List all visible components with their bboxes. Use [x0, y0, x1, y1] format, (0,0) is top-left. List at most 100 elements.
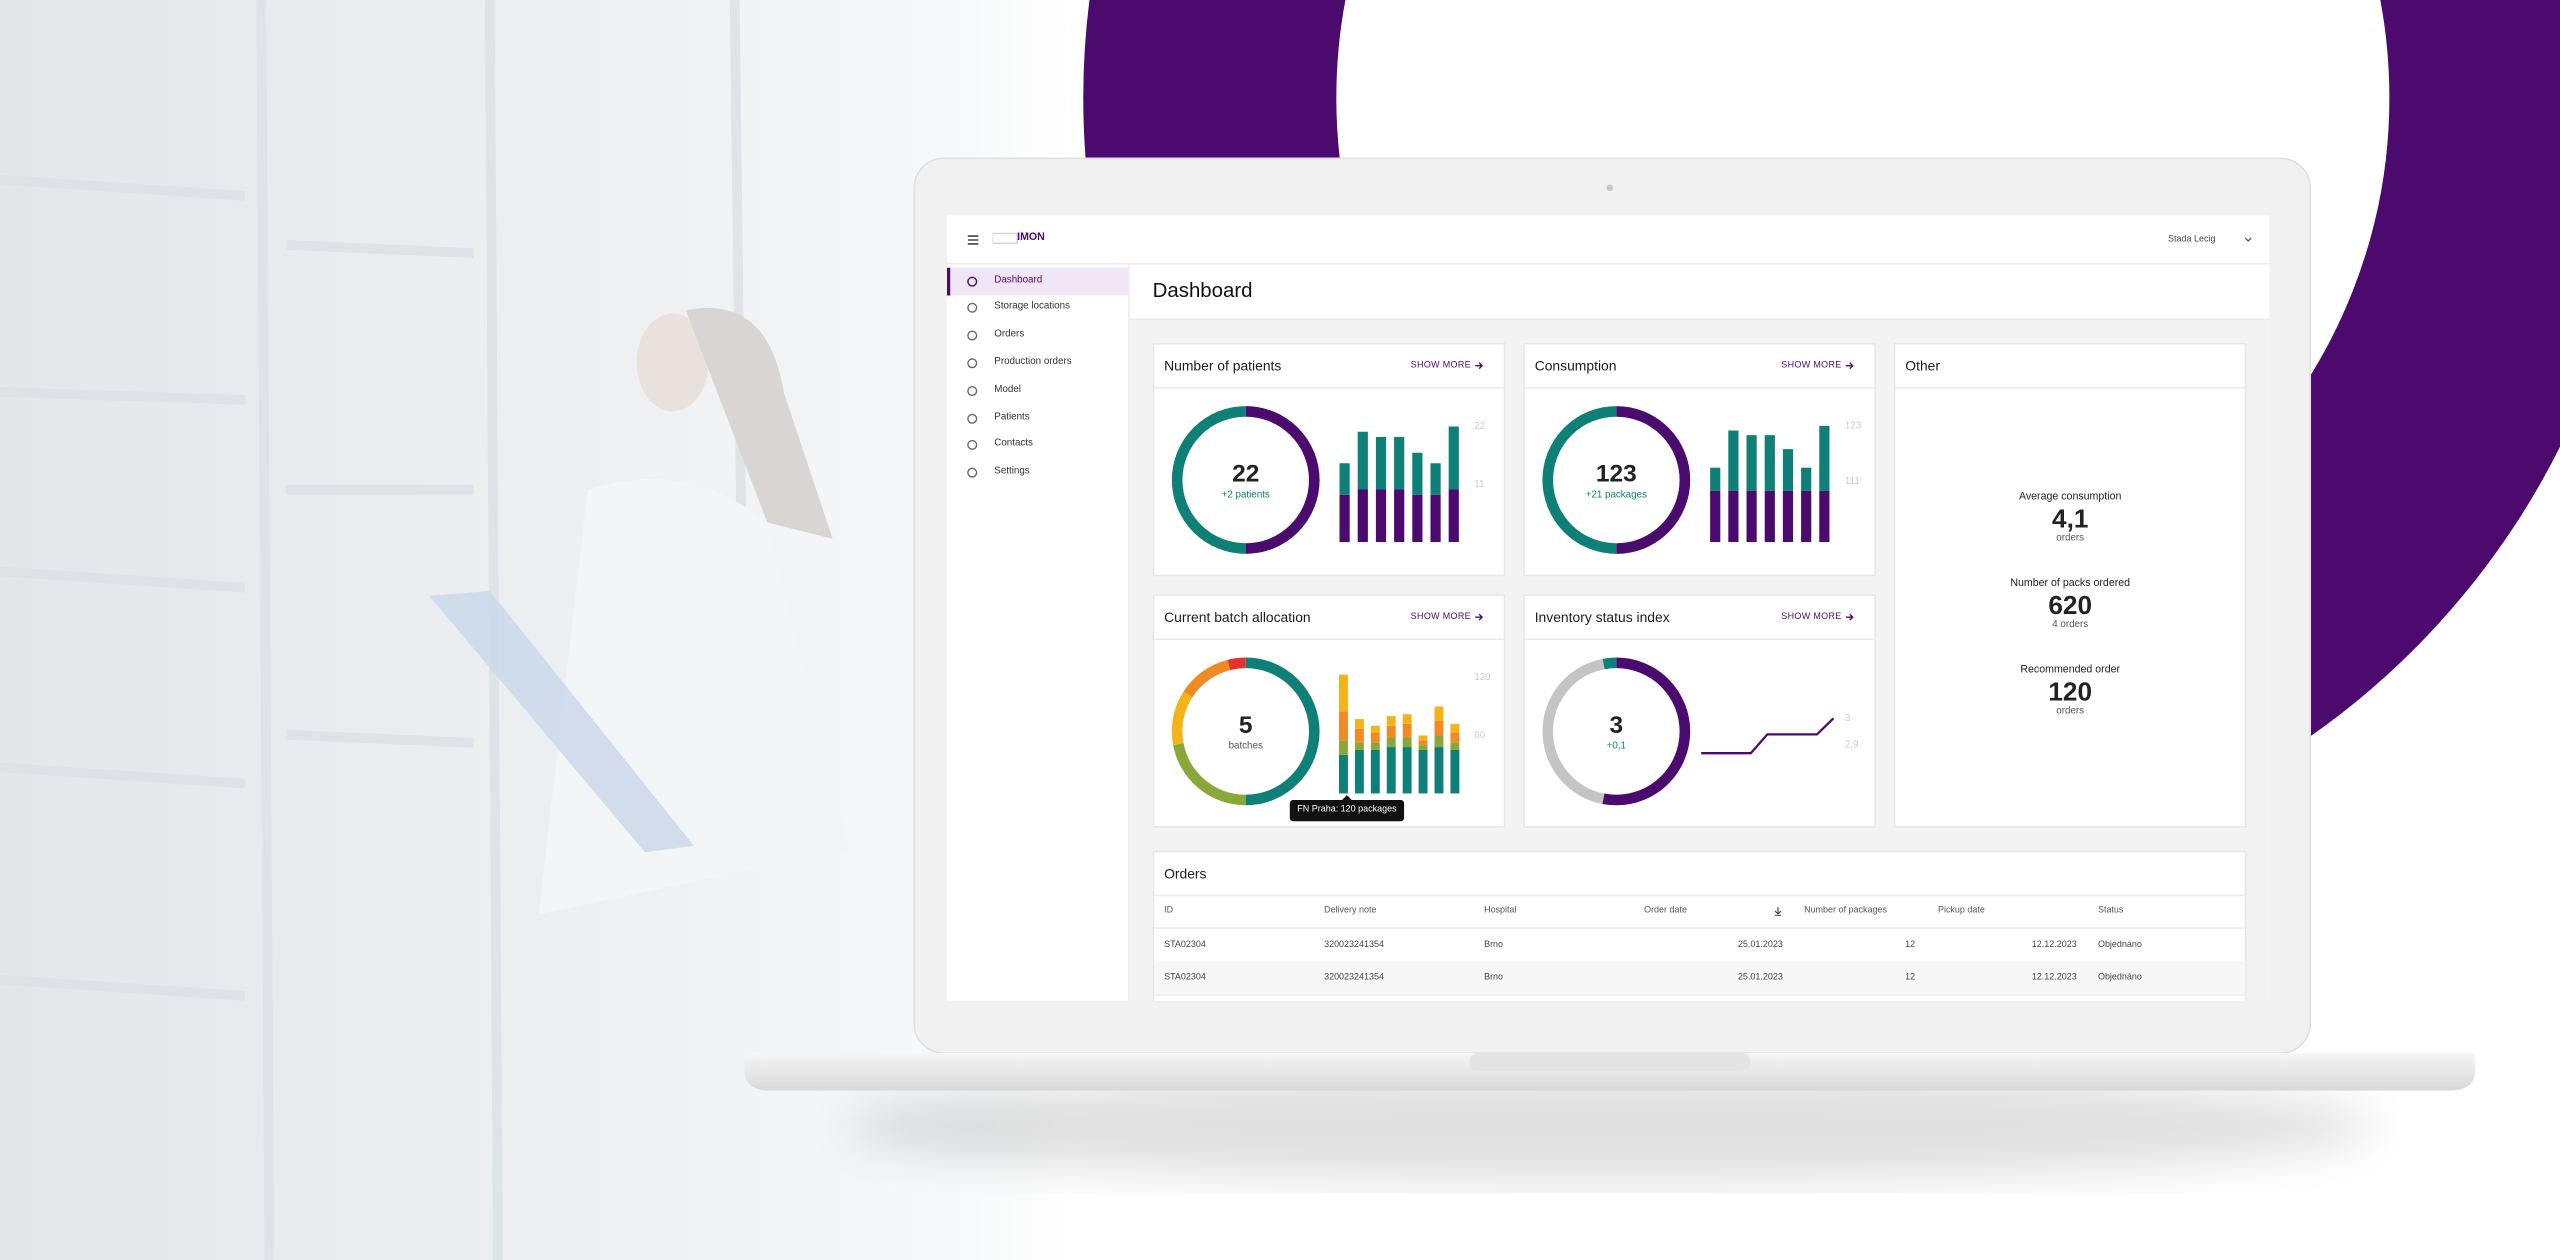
user-menu-chevron[interactable]: [2243, 235, 2253, 245]
donut-value: 22: [1232, 461, 1259, 488]
nav-icon-shape: [967, 330, 978, 341]
bar-segment: [1418, 735, 1428, 741]
menu-button[interactable]: [967, 233, 980, 246]
column-header[interactable]: Order date: [1644, 906, 1688, 916]
donut-caption: batches: [1229, 741, 1263, 752]
bar-segment: [1430, 494, 1441, 543]
donut-segment: [1171, 657, 1320, 806]
bar-segment: [1710, 490, 1721, 543]
column-header[interactable]: Status: [2097, 906, 2124, 916]
card-title: Number of patients: [1164, 357, 1282, 374]
bar-segment: [1339, 740, 1348, 755]
y-tick-label: 120: [1474, 672, 1491, 683]
donut-caption: +0,1: [1607, 741, 1626, 752]
nav-label: Orders: [994, 329, 1025, 340]
card-graphics: 5 batches 60 120: [1171, 657, 1491, 806]
stat-unit: orders: [2056, 706, 2085, 717]
card-title: Current batch allocation: [1164, 608, 1311, 626]
bar-segment: [1370, 742, 1380, 750]
nav-item[interactable]: Production orders: [947, 350, 1128, 377]
table-cell: 12.12.2023: [2031, 940, 2077, 951]
column-header[interactable]: Pickup date: [1937, 906, 1985, 916]
arrow-shape: [1475, 362, 1484, 370]
card: Number of patients SHOW MORE 22 +2 patients…: [1152, 342, 1506, 577]
column-header[interactable]: Hospital: [1484, 906, 1517, 916]
sort-icon-shape: [1774, 907, 1782, 916]
bar-segment: [1782, 449, 1794, 491]
bar-segment: [1402, 737, 1412, 748]
show-more-link[interactable]: SHOW MORE: [1781, 612, 1854, 622]
y-tick-label: 60: [1474, 730, 1485, 741]
table-cell: Objednáno: [2097, 940, 2142, 951]
nav-item[interactable]: Contacts: [947, 432, 1128, 459]
stat-label: Average consumption: [2018, 491, 2122, 503]
show-more-link[interactable]: SHOW MORE: [1411, 612, 1484, 622]
bar-segment: [1434, 747, 1444, 794]
laptop-notch: [1469, 1053, 1751, 1072]
nav-item[interactable]: Model: [947, 377, 1128, 404]
bar-segment: [1339, 494, 1350, 543]
nav-label: Dashboard: [994, 275, 1043, 285]
table-cell: 25.01.2023: [1737, 940, 1783, 951]
card-title: Inventory status index: [1534, 608, 1670, 626]
nav-label: Contacts: [994, 439, 1033, 450]
nav-item[interactable]: Patients: [947, 405, 1128, 432]
table-cell: 25.01.2023: [1737, 973, 1783, 983]
person-hair: [685, 307, 833, 539]
card: Orders ID Delivery note Hospital Order date N…: [1152, 850, 2247, 1001]
card: Inventory status index SHOW MORE 3 +0,1 2,9 3: [1523, 594, 1876, 828]
card-title: Orders: [1164, 865, 1207, 882]
bar-segment: [1728, 430, 1739, 491]
stat-value: 120: [2048, 679, 2092, 707]
nav-icon: [967, 385, 978, 396]
nav-icon: [967, 330, 978, 341]
nav-item[interactable]: Storage locations: [947, 295, 1128, 322]
arrow-shape: [1475, 613, 1484, 621]
stat-value: 620: [2048, 592, 2092, 621]
donut-segment: [1171, 657, 1320, 806]
nav-label: Production orders: [994, 357, 1072, 368]
stat-value: 4,1: [2052, 506, 2089, 534]
show-more-text: SHOW MORE: [1410, 360, 1472, 371]
nav-icon-shape: [967, 275, 978, 286]
nav-icon-shape: [967, 303, 978, 314]
show-more-link[interactable]: SHOW MORE: [1781, 361, 1854, 371]
table-row: [1154, 928, 2245, 964]
column-header[interactable]: Delivery note: [1324, 906, 1377, 916]
laptop-camera: [1606, 184, 1614, 192]
table-cell: STA02304: [1164, 940, 1206, 951]
donut-segment: [1542, 657, 1691, 806]
bar-segment: [1339, 674, 1348, 712]
y-tick-label: 123: [1845, 420, 1862, 431]
bar-segment: [1450, 732, 1460, 743]
donut-value: 3: [1610, 712, 1624, 739]
tooltip-arrow: [1342, 795, 1352, 800]
show-more-link[interactable]: SHOW MORE: [1411, 361, 1484, 371]
nav-item[interactable]: Settings: [947, 460, 1128, 487]
user-name[interactable]: Stada Lecig: [2168, 235, 2216, 245]
nav-icon: [967, 467, 978, 478]
bar-segment: [1450, 742, 1460, 750]
nav-item[interactable]: Orders: [947, 323, 1128, 350]
arrow-icon: [1845, 613, 1854, 621]
bar-segment: [1450, 749, 1460, 794]
table-cell: STA02304: [1164, 973, 1206, 983]
logo-text: IMON: [1017, 231, 1045, 244]
bar-segment: [1339, 711, 1348, 741]
y-tick-label: 111: [1845, 476, 1860, 487]
nav-icon: [967, 440, 978, 451]
bar-segment: [1394, 436, 1405, 490]
card-title: Consumption: [1534, 357, 1617, 374]
bar-segment: [1450, 723, 1460, 733]
bar-segment: [1354, 742, 1364, 750]
bar-segment: [1386, 747, 1396, 794]
card-graphics: 3 +0,1 2,9 3: [1542, 657, 1859, 806]
column-header[interactable]: ID: [1164, 906, 1174, 916]
person-head: [636, 313, 709, 412]
column-header[interactable]: Number of packages: [1804, 906, 1887, 916]
nav-item[interactable]: Dashboard: [946, 267, 1129, 295]
table-cell: 12: [1905, 940, 1916, 951]
sort-icon[interactable]: [1773, 906, 1783, 916]
bar-segment: [1801, 490, 1812, 543]
